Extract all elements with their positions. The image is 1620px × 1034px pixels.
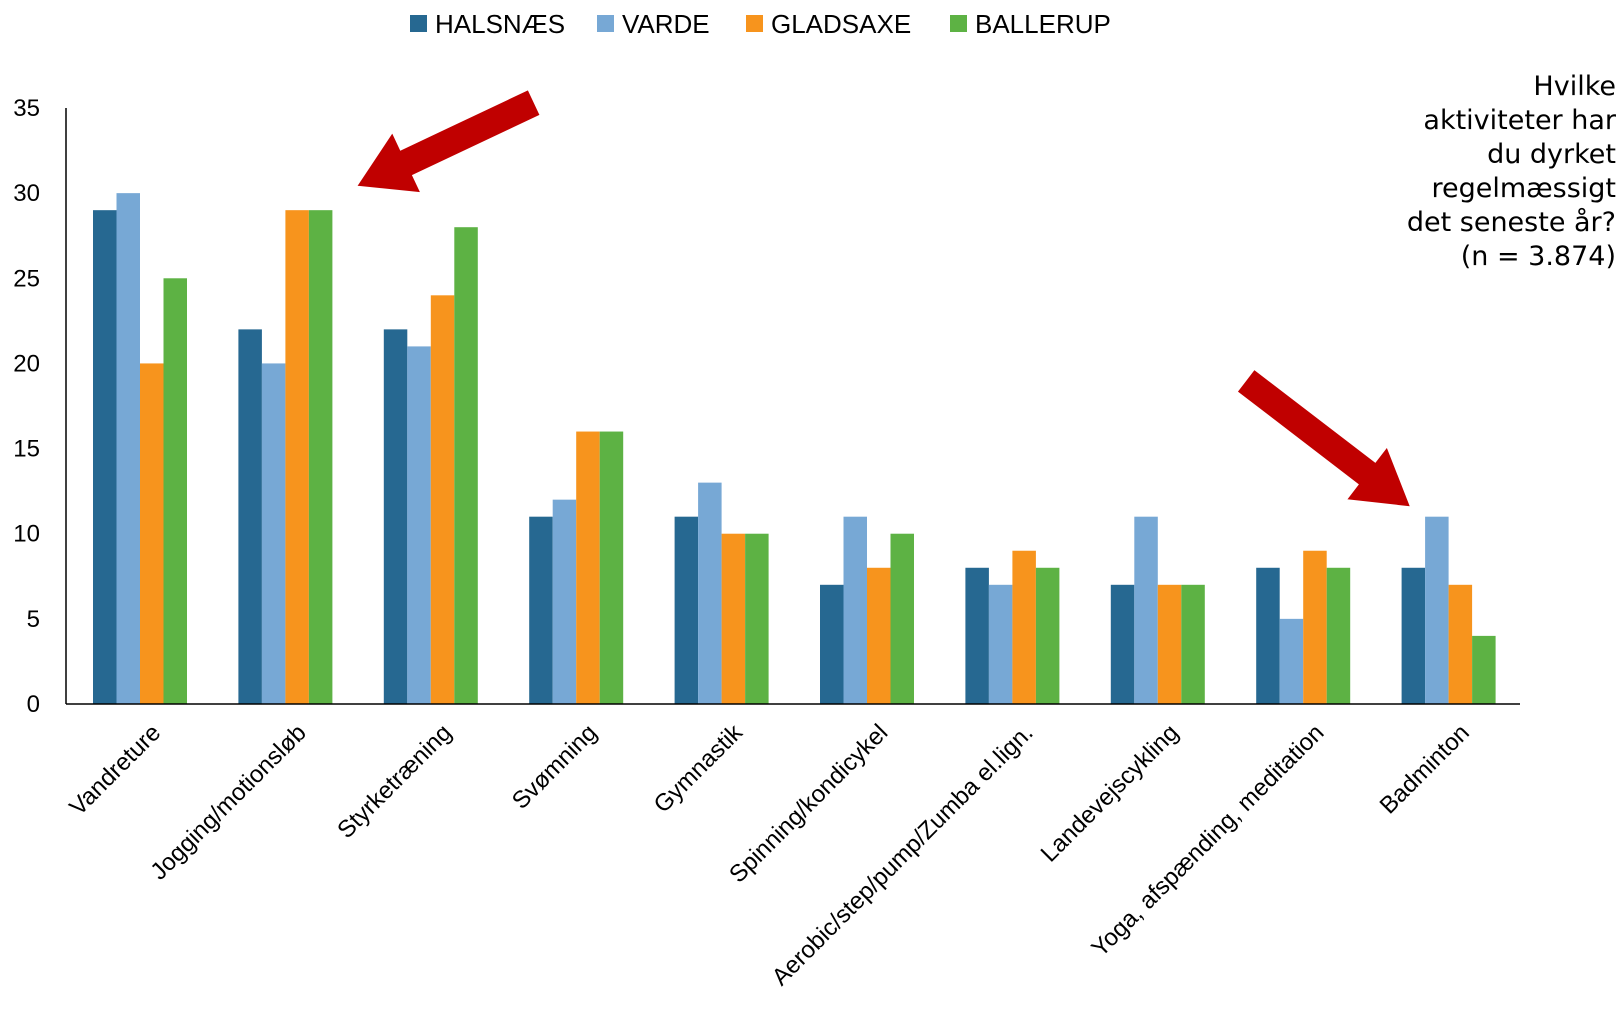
y-tick-label: 35: [13, 95, 40, 122]
legend-label: BALLERUP: [975, 9, 1111, 39]
bar-gladsaxe-7: [1012, 550, 1036, 704]
bar-gladsaxe-2: [285, 210, 309, 704]
legend-label: VARDE: [622, 9, 710, 39]
x-category-label: Spinning/kondicykel: [724, 719, 893, 888]
legend-label: GLADSAXE: [771, 9, 911, 39]
legend-label: HALSNÆS: [435, 9, 565, 39]
question-line: du dyrket: [1487, 139, 1616, 170]
bar-varde-10: [1425, 516, 1449, 704]
y-tick-label: 10: [13, 521, 40, 548]
bar-ballerup-9: [1326, 567, 1351, 704]
bar-halsnæs-4: [529, 516, 553, 704]
bar-ballerup-2: [308, 210, 333, 704]
bar-gladsaxe-8: [1157, 584, 1182, 704]
legend-swatch: [410, 15, 427, 32]
legend-swatch: [950, 15, 967, 32]
arrow-badminton-icon: [1233, 365, 1415, 510]
bar-gladsaxe-10: [1448, 584, 1473, 704]
y-tick-label: 25: [13, 265, 40, 292]
bar-halsnæs-2: [238, 329, 262, 704]
bar-ballerup-3: [454, 227, 478, 704]
y-tick-label: 15: [13, 436, 40, 463]
y-axis: 0 5 10 15 20 25 30 35: [13, 95, 67, 718]
bar-halsnæs-9: [1256, 567, 1280, 704]
bar-ballerup-4: [599, 431, 624, 704]
bar-halsnæs-6: [820, 584, 844, 704]
bar-gladsaxe-4: [576, 431, 600, 704]
bar-ballerup-7: [1035, 567, 1060, 704]
annotation-arrows: [352, 86, 1415, 510]
y-tick-label: 5: [27, 606, 40, 633]
bar-halsnæs-8: [1110, 584, 1135, 704]
question-line: det seneste år?: [1406, 207, 1616, 238]
x-category-label: Gymnastik: [649, 718, 749, 818]
bar-gladsaxe-5: [721, 533, 746, 704]
bar-gladsaxe-6: [867, 567, 891, 704]
bar-varde-6: [843, 516, 867, 704]
bar-varde-2: [261, 363, 286, 704]
legend: HALSNÆS VARDE GLADSAXE BALLERUP: [410, 9, 1111, 39]
bar-halsnæs-7: [965, 567, 989, 704]
x-category-label: Jogging/motionsløb: [145, 719, 311, 885]
x-category-label: Vandreture: [64, 719, 166, 821]
bar-varde-5: [698, 482, 722, 704]
question-line: aktiviteter har: [1423, 105, 1616, 136]
legend-swatch: [746, 15, 763, 32]
bar-gladsaxe-9: [1303, 550, 1327, 704]
bar-halsnæs-3: [383, 329, 408, 704]
y-tick-label: 30: [13, 180, 40, 207]
question-line: (n = 3.874): [1460, 241, 1616, 272]
bar-ballerup-10: [1472, 635, 1496, 704]
question-text: Hvilke aktiviteter har du dyrket regelmæ…: [1356, 70, 1616, 274]
bar-gladsaxe-1: [140, 363, 164, 704]
bars: [93, 193, 1496, 704]
bar-varde-1: [116, 193, 140, 704]
question-line: Hvilke: [1533, 71, 1616, 102]
question-line: regelmæssigt: [1431, 173, 1616, 204]
bar-ballerup-1: [163, 278, 187, 704]
x-category-label: Styrketræning: [332, 719, 457, 844]
bar-varde-4: [552, 499, 577, 704]
legend-swatch: [597, 15, 614, 32]
bar-varde-9: [1279, 618, 1304, 704]
x-category-label: Landevejscykling: [1036, 719, 1184, 867]
bar-ballerup-6: [890, 533, 914, 704]
bar-varde-3: [407, 346, 431, 704]
y-tick-label: 20: [13, 350, 40, 377]
x-category-label: Yoga, afspænding, meditation: [1086, 719, 1329, 962]
arrow-jogging-icon: [352, 86, 544, 196]
bar-halsnæs-5: [674, 516, 699, 704]
bar-varde-8: [1134, 516, 1158, 704]
bar-varde-7: [988, 584, 1013, 704]
y-tick-label: 0: [27, 691, 40, 718]
bar-halsnæs-10: [1401, 567, 1426, 704]
bar-ballerup-5: [745, 533, 769, 704]
x-category-label: Badminton: [1375, 719, 1475, 819]
x-category-label: Svømning: [507, 719, 602, 814]
bar-ballerup-8: [1181, 584, 1205, 704]
bar-gladsaxe-3: [430, 295, 455, 704]
x-category-label: Aerobic/step/pump/Zumba el.lign.: [767, 719, 1039, 991]
bar-halsnæs-1: [93, 210, 117, 704]
